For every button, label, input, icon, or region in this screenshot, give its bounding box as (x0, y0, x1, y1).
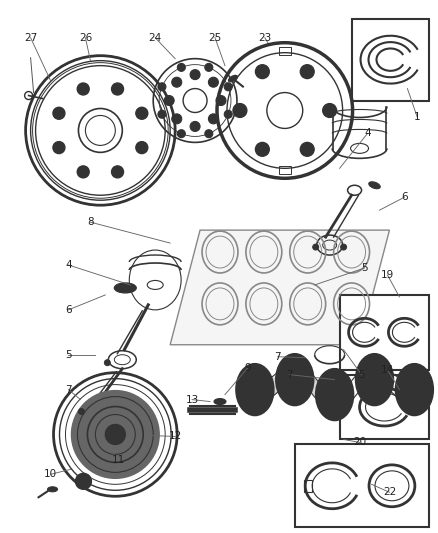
Text: 22: 22 (383, 487, 396, 497)
Text: 6: 6 (401, 192, 408, 202)
Circle shape (177, 63, 185, 71)
Text: 7: 7 (65, 385, 72, 394)
Text: 5: 5 (358, 370, 365, 379)
Circle shape (136, 142, 148, 154)
Bar (304, 480, 312, 492)
Text: 7: 7 (275, 352, 281, 362)
Bar (295, 445, 429, 527)
Circle shape (78, 409, 85, 415)
Circle shape (255, 64, 269, 79)
Bar (279, 47, 291, 55)
Circle shape (205, 130, 213, 138)
Text: 11: 11 (112, 455, 125, 465)
Circle shape (224, 110, 232, 118)
Bar (339, 295, 429, 370)
Text: 25: 25 (208, 33, 222, 43)
Circle shape (208, 77, 219, 87)
Circle shape (112, 83, 124, 95)
Ellipse shape (236, 364, 274, 416)
Ellipse shape (396, 364, 433, 416)
Circle shape (158, 110, 166, 118)
Circle shape (233, 103, 247, 117)
Bar (279, 166, 291, 174)
Circle shape (53, 142, 65, 154)
Circle shape (224, 83, 232, 91)
Text: 10: 10 (44, 470, 57, 479)
Circle shape (158, 83, 166, 91)
Text: 9: 9 (244, 362, 251, 373)
Text: 19: 19 (381, 270, 394, 280)
Text: 1: 1 (414, 112, 420, 123)
Circle shape (313, 244, 319, 250)
Circle shape (71, 391, 159, 478)
Text: 6: 6 (65, 305, 72, 315)
Ellipse shape (356, 354, 393, 406)
Circle shape (341, 244, 346, 250)
Circle shape (75, 473, 92, 489)
Circle shape (77, 83, 89, 95)
Ellipse shape (229, 75, 237, 82)
Circle shape (164, 95, 174, 106)
Text: 4: 4 (364, 128, 371, 139)
Circle shape (53, 107, 65, 119)
Ellipse shape (48, 487, 57, 492)
Circle shape (255, 142, 269, 156)
Text: 27: 27 (24, 33, 37, 43)
Text: 23: 23 (258, 33, 272, 43)
Text: 24: 24 (148, 33, 162, 43)
Circle shape (300, 142, 314, 156)
Text: 26: 26 (79, 33, 92, 43)
Text: 4: 4 (65, 260, 72, 270)
Circle shape (106, 424, 125, 445)
Ellipse shape (214, 399, 226, 405)
Ellipse shape (276, 354, 314, 406)
Circle shape (205, 63, 213, 71)
Circle shape (323, 103, 337, 117)
Circle shape (136, 107, 148, 119)
Ellipse shape (316, 369, 353, 421)
Circle shape (172, 114, 182, 124)
Text: 8: 8 (87, 217, 94, 227)
Text: 13: 13 (185, 394, 199, 405)
Circle shape (335, 375, 345, 385)
Circle shape (172, 77, 182, 87)
Text: 14: 14 (381, 365, 394, 375)
Ellipse shape (369, 182, 380, 189)
Circle shape (112, 166, 124, 178)
Text: 5: 5 (361, 263, 368, 273)
Circle shape (77, 166, 89, 178)
Text: 5: 5 (65, 350, 72, 360)
Circle shape (300, 64, 314, 79)
Circle shape (104, 360, 110, 366)
Ellipse shape (114, 283, 136, 293)
Text: 20: 20 (353, 438, 366, 447)
Polygon shape (170, 230, 389, 345)
Bar (352, 19, 429, 101)
Circle shape (190, 122, 200, 132)
Circle shape (216, 95, 226, 106)
Text: 12: 12 (169, 431, 182, 441)
Circle shape (208, 114, 219, 124)
Bar (339, 375, 429, 439)
Circle shape (190, 70, 200, 79)
Text: 7: 7 (286, 370, 293, 379)
Circle shape (177, 130, 185, 138)
